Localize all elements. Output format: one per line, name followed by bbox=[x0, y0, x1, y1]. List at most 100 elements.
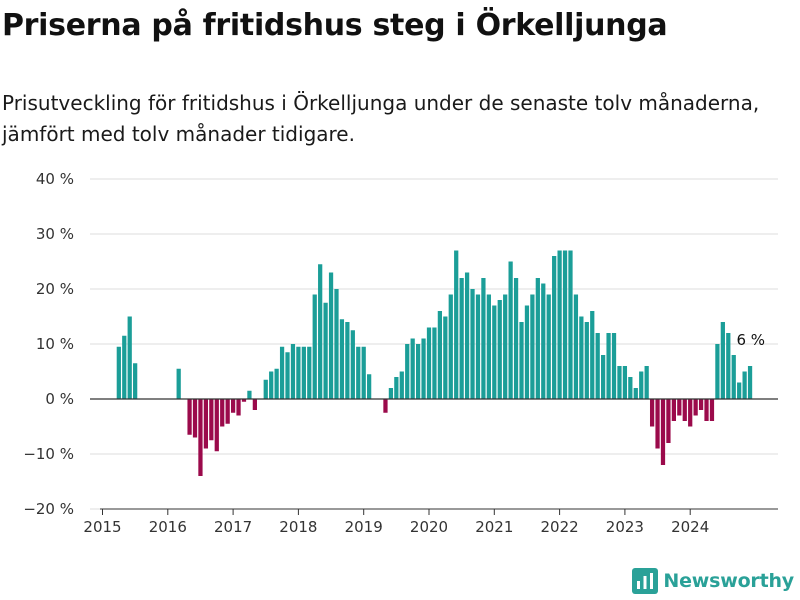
bar bbox=[693, 399, 698, 416]
bar bbox=[263, 379, 268, 399]
bar bbox=[339, 319, 345, 399]
bar bbox=[601, 355, 606, 399]
bar bbox=[628, 377, 633, 399]
bar bbox=[214, 399, 219, 452]
bar bbox=[383, 399, 388, 413]
bar bbox=[269, 371, 274, 399]
bar bbox=[524, 305, 530, 399]
x-tick-label: 2024 bbox=[671, 518, 709, 536]
brand-logo: Newsworthy bbox=[632, 568, 794, 594]
bar bbox=[176, 368, 181, 399]
bar bbox=[198, 399, 203, 476]
bar bbox=[127, 316, 132, 399]
bar bbox=[475, 294, 481, 399]
bar bbox=[209, 399, 214, 441]
bar bbox=[666, 399, 671, 443]
bar bbox=[312, 294, 317, 399]
bar bbox=[301, 346, 306, 399]
bar bbox=[448, 294, 453, 399]
y-tick-label: 20 % bbox=[36, 280, 74, 298]
bar bbox=[394, 377, 399, 399]
bar bbox=[116, 346, 121, 399]
bar bbox=[617, 366, 622, 399]
bar bbox=[318, 264, 323, 399]
bar bbox=[241, 399, 247, 402]
bar bbox=[307, 346, 312, 399]
bar bbox=[513, 278, 519, 399]
bar bbox=[557, 250, 562, 399]
bar bbox=[230, 399, 236, 413]
bar bbox=[367, 374, 372, 399]
x-tick-label: 2017 bbox=[214, 518, 252, 536]
bar bbox=[704, 399, 709, 421]
x-tick-label: 2018 bbox=[279, 518, 317, 536]
x-tick-label: 2019 bbox=[345, 518, 383, 536]
bar bbox=[742, 371, 747, 399]
bar bbox=[225, 399, 230, 424]
bar bbox=[296, 346, 301, 399]
bar bbox=[519, 322, 524, 399]
bar bbox=[535, 278, 540, 399]
bar bbox=[399, 371, 404, 399]
y-tick-label: 10 % bbox=[36, 335, 74, 353]
bar bbox=[247, 390, 252, 399]
bar bbox=[747, 366, 753, 399]
bar bbox=[454, 250, 459, 399]
y-tick-label: 30 % bbox=[36, 225, 74, 243]
bar bbox=[552, 256, 557, 399]
bar bbox=[432, 327, 437, 399]
x-tick-label: 2021 bbox=[475, 518, 513, 536]
bar bbox=[192, 399, 198, 438]
bar bbox=[203, 399, 209, 449]
bar bbox=[682, 399, 687, 421]
bar bbox=[464, 272, 470, 399]
bar bbox=[660, 399, 666, 465]
y-tick-label: 40 % bbox=[36, 170, 74, 188]
chart-title: Priserna på fritidshus steg i Örkelljung… bbox=[2, 8, 668, 43]
bar bbox=[671, 399, 676, 421]
y-tick-label: −10 % bbox=[23, 445, 74, 463]
bar bbox=[405, 344, 410, 399]
bar bbox=[350, 330, 355, 399]
bar bbox=[361, 346, 366, 399]
bar bbox=[541, 283, 546, 399]
x-tick-label: 2022 bbox=[541, 518, 579, 536]
x-tick-label: 2016 bbox=[149, 518, 187, 536]
data-label-latest: 6 % bbox=[736, 331, 765, 349]
bar bbox=[252, 399, 257, 410]
bar bbox=[688, 399, 693, 427]
bar bbox=[426, 327, 432, 399]
bar bbox=[595, 333, 600, 399]
bar bbox=[220, 399, 225, 427]
bar bbox=[508, 261, 513, 399]
bar bbox=[611, 333, 617, 399]
bar bbox=[279, 346, 285, 399]
bar bbox=[415, 344, 421, 399]
bar bbox=[356, 346, 361, 399]
bar bbox=[285, 352, 290, 399]
bar bbox=[731, 355, 736, 399]
bar bbox=[633, 388, 638, 399]
bar bbox=[698, 399, 704, 410]
y-tick-label: −20 % bbox=[23, 500, 74, 518]
bar bbox=[715, 344, 720, 399]
bar bbox=[437, 311, 443, 399]
bar bbox=[584, 322, 589, 399]
bar bbox=[497, 300, 502, 399]
bar bbox=[655, 399, 660, 449]
bar bbox=[503, 294, 508, 399]
bar bbox=[606, 333, 611, 399]
bar bbox=[443, 316, 448, 399]
bar bbox=[709, 399, 715, 421]
bar bbox=[720, 322, 725, 399]
bar bbox=[236, 399, 241, 416]
bar bbox=[726, 333, 731, 399]
bar bbox=[481, 278, 486, 399]
bar bbox=[328, 272, 334, 399]
x-tick-label: 2020 bbox=[410, 518, 448, 536]
x-tick-label: 2015 bbox=[83, 518, 121, 536]
bar bbox=[274, 368, 279, 399]
bar bbox=[590, 311, 595, 399]
bar bbox=[492, 305, 497, 399]
